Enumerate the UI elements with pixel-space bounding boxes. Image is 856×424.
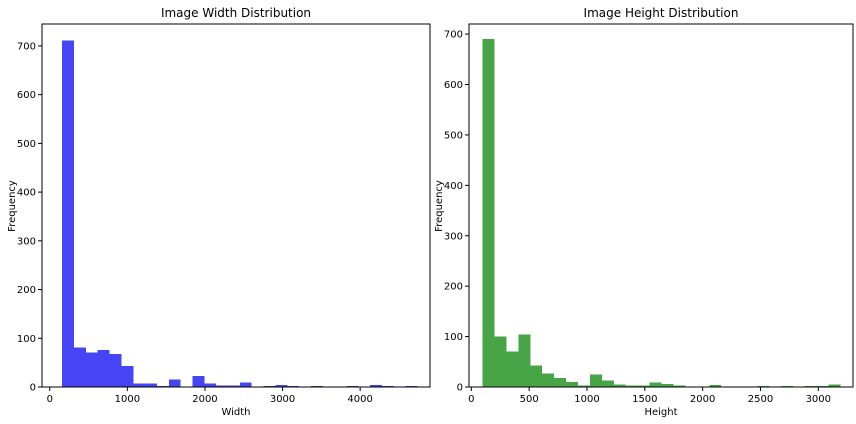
histogram-bar bbox=[494, 336, 507, 387]
x-tick-label: 1000 bbox=[574, 394, 599, 405]
y-tick-label: 300 bbox=[444, 231, 463, 242]
histogram-bar bbox=[577, 385, 590, 387]
histogram-bar bbox=[506, 351, 519, 387]
y-tick-label: 0 bbox=[457, 383, 463, 394]
histogram-bar bbox=[780, 385, 793, 387]
histogram-bar bbox=[816, 385, 829, 387]
histogram-bar bbox=[216, 385, 229, 387]
x-tick-label: 3000 bbox=[270, 394, 295, 405]
y-tick-label: 400 bbox=[444, 181, 463, 192]
y-axis-label: Frequency bbox=[434, 180, 445, 232]
y-tick-label: 700 bbox=[444, 30, 463, 41]
x-tick-label: 2000 bbox=[192, 394, 217, 405]
histogram-bar bbox=[661, 383, 674, 387]
histogram-bar bbox=[482, 39, 495, 387]
histogram-bar bbox=[589, 374, 602, 387]
x-tick-label: 2500 bbox=[748, 394, 773, 405]
height-histogram: Image Height Distribution Height Frequen… bbox=[434, 6, 854, 418]
histogram-bar bbox=[121, 366, 134, 387]
histogram-bar bbox=[97, 349, 110, 387]
x-tick-label: 0 bbox=[468, 394, 474, 405]
x-axis-label: Width bbox=[221, 407, 250, 418]
y-tick-label: 200 bbox=[17, 285, 36, 296]
histogram-bar bbox=[542, 373, 555, 387]
histogram-bar bbox=[275, 385, 288, 387]
chart-title: Image Height Distribution bbox=[584, 6, 739, 20]
histogram-bar bbox=[192, 375, 205, 387]
x-tick-label: 0 bbox=[47, 394, 53, 405]
histogram-bar bbox=[239, 382, 252, 387]
plot-frame bbox=[41, 23, 431, 388]
histogram-bar bbox=[133, 383, 146, 387]
histogram-bar bbox=[649, 382, 662, 387]
histogram-bar bbox=[62, 40, 75, 388]
histogram-bar bbox=[554, 377, 567, 387]
histogram-bar bbox=[168, 379, 181, 387]
x-tick-label: 500 bbox=[520, 394, 539, 405]
y-tick-label: 600 bbox=[444, 80, 463, 91]
histogram-bar bbox=[74, 347, 86, 387]
x-tick-label: 4000 bbox=[347, 394, 372, 405]
histogram-bar bbox=[145, 383, 157, 387]
x-tick-label: 1500 bbox=[632, 394, 657, 405]
y-tick-label: 200 bbox=[444, 282, 463, 293]
y-tick-label: 600 bbox=[17, 90, 36, 101]
x-tick-label: 1000 bbox=[115, 394, 140, 405]
y-tick-label: 100 bbox=[17, 334, 36, 345]
y-tick-label: 500 bbox=[444, 130, 463, 141]
histogram-bar bbox=[109, 353, 122, 387]
histogram-bar bbox=[709, 384, 722, 387]
histogram-bar bbox=[566, 381, 578, 387]
histogram-bar bbox=[637, 385, 650, 387]
histogram-bar bbox=[518, 334, 531, 387]
plot-frame bbox=[468, 23, 854, 388]
chart-title: Image Width Distribution bbox=[161, 6, 311, 20]
histogram-bar bbox=[756, 385, 769, 387]
histogram-bar bbox=[370, 385, 383, 387]
x-tick-label: 3000 bbox=[806, 394, 831, 405]
histogram-bar bbox=[601, 380, 614, 387]
y-tick-label: 100 bbox=[444, 332, 463, 343]
histogram-bar bbox=[673, 385, 686, 387]
histogram-bar bbox=[85, 352, 98, 387]
x-tick-label: 2000 bbox=[690, 394, 715, 405]
histogram-bar bbox=[613, 384, 626, 387]
x-axis-label: Height bbox=[644, 407, 677, 418]
histogram-bar bbox=[204, 383, 217, 387]
y-tick-label: 500 bbox=[17, 139, 36, 150]
y-tick-label: 400 bbox=[17, 188, 36, 199]
y-tick-label: 300 bbox=[17, 236, 36, 247]
histogram-bar bbox=[530, 365, 543, 387]
histogram-bar bbox=[625, 385, 638, 387]
histogram-bar bbox=[228, 385, 240, 387]
width-histogram: Image Width Distribution Width Frequency… bbox=[7, 6, 431, 418]
y-tick-label: 700 bbox=[17, 41, 36, 52]
histogram-bar bbox=[804, 385, 817, 387]
y-axis-label: Frequency bbox=[7, 180, 18, 232]
y-tick-label: 0 bbox=[30, 383, 36, 394]
histogram-bar bbox=[828, 384, 841, 387]
